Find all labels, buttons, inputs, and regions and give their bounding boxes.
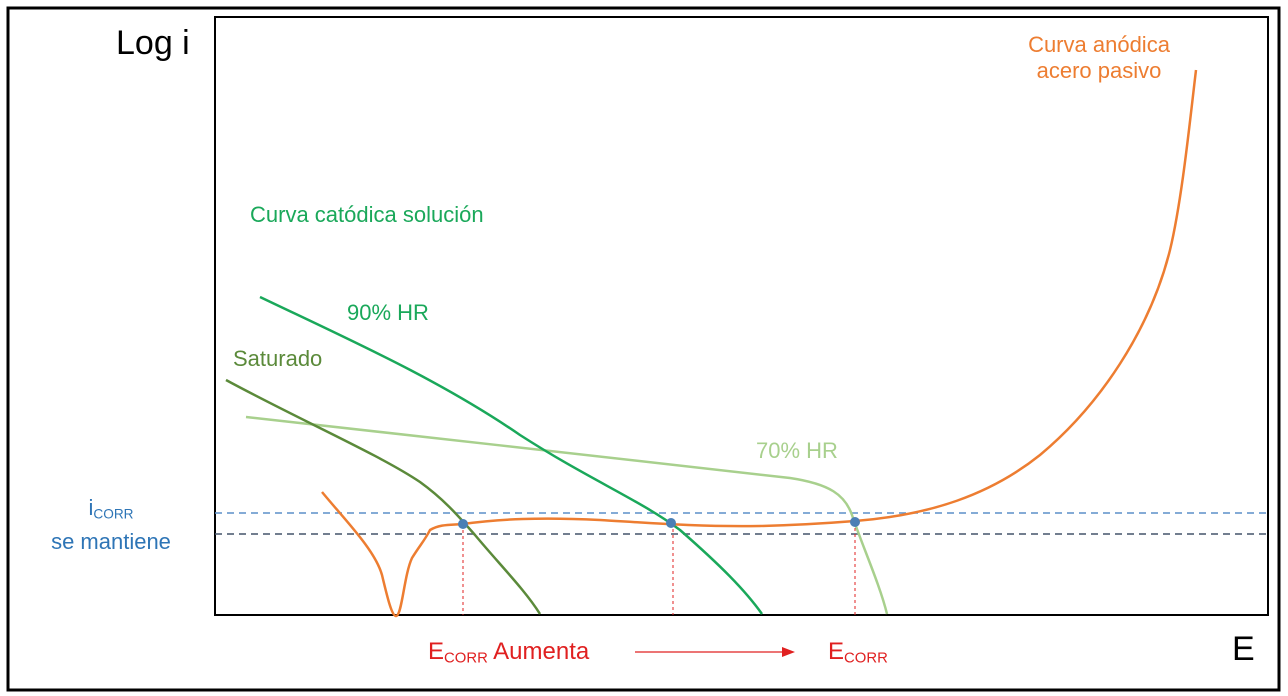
ecorr-right-symbol: E xyxy=(828,638,845,665)
ecorr-right-label: ECORR xyxy=(828,638,888,667)
ecorr-left-subscript: CORR xyxy=(444,650,488,667)
icorr-symbol: i xyxy=(88,495,94,520)
curve-70hr xyxy=(245,415,889,615)
anodic-label-line2: acero pasivo xyxy=(1036,58,1162,83)
label-70hr: 70% HR xyxy=(756,438,838,463)
ecorr-arrow-head-icon xyxy=(782,647,795,657)
intersection-point-saturado xyxy=(458,519,468,529)
anodic-label-line1: Curva anódica xyxy=(1028,32,1170,57)
icorr-label: iCORR se mantiene xyxy=(32,494,190,556)
anodic-curve-label: Curva anódica acero pasivo xyxy=(1016,32,1182,84)
intersection-point-70hr xyxy=(850,517,860,527)
x-axis-label: E xyxy=(1232,630,1255,668)
ecorr-right-subscript: CORR xyxy=(844,650,888,667)
curve-90hr xyxy=(259,295,764,615)
curve-anodic xyxy=(321,69,1198,618)
icorr-text: se mantiene xyxy=(51,529,171,555)
ecorr-increases-label: ECORR Aumenta xyxy=(428,638,589,667)
outer-border xyxy=(6,6,1281,692)
ecorr-left-symbol: E xyxy=(428,638,445,665)
label-saturado: Saturado xyxy=(233,346,323,371)
plot-frame xyxy=(214,16,1269,616)
icorr-subscript: CORR xyxy=(93,506,134,522)
intersection-point-90hr xyxy=(666,518,676,528)
curve-saturado xyxy=(225,378,542,615)
ecorr-left-text: Aumenta xyxy=(493,638,590,665)
y-axis-label: Log i xyxy=(116,24,190,62)
cathodic-title: Curva catódica solución xyxy=(250,202,484,227)
label-90hr: 90% HR xyxy=(347,300,429,325)
